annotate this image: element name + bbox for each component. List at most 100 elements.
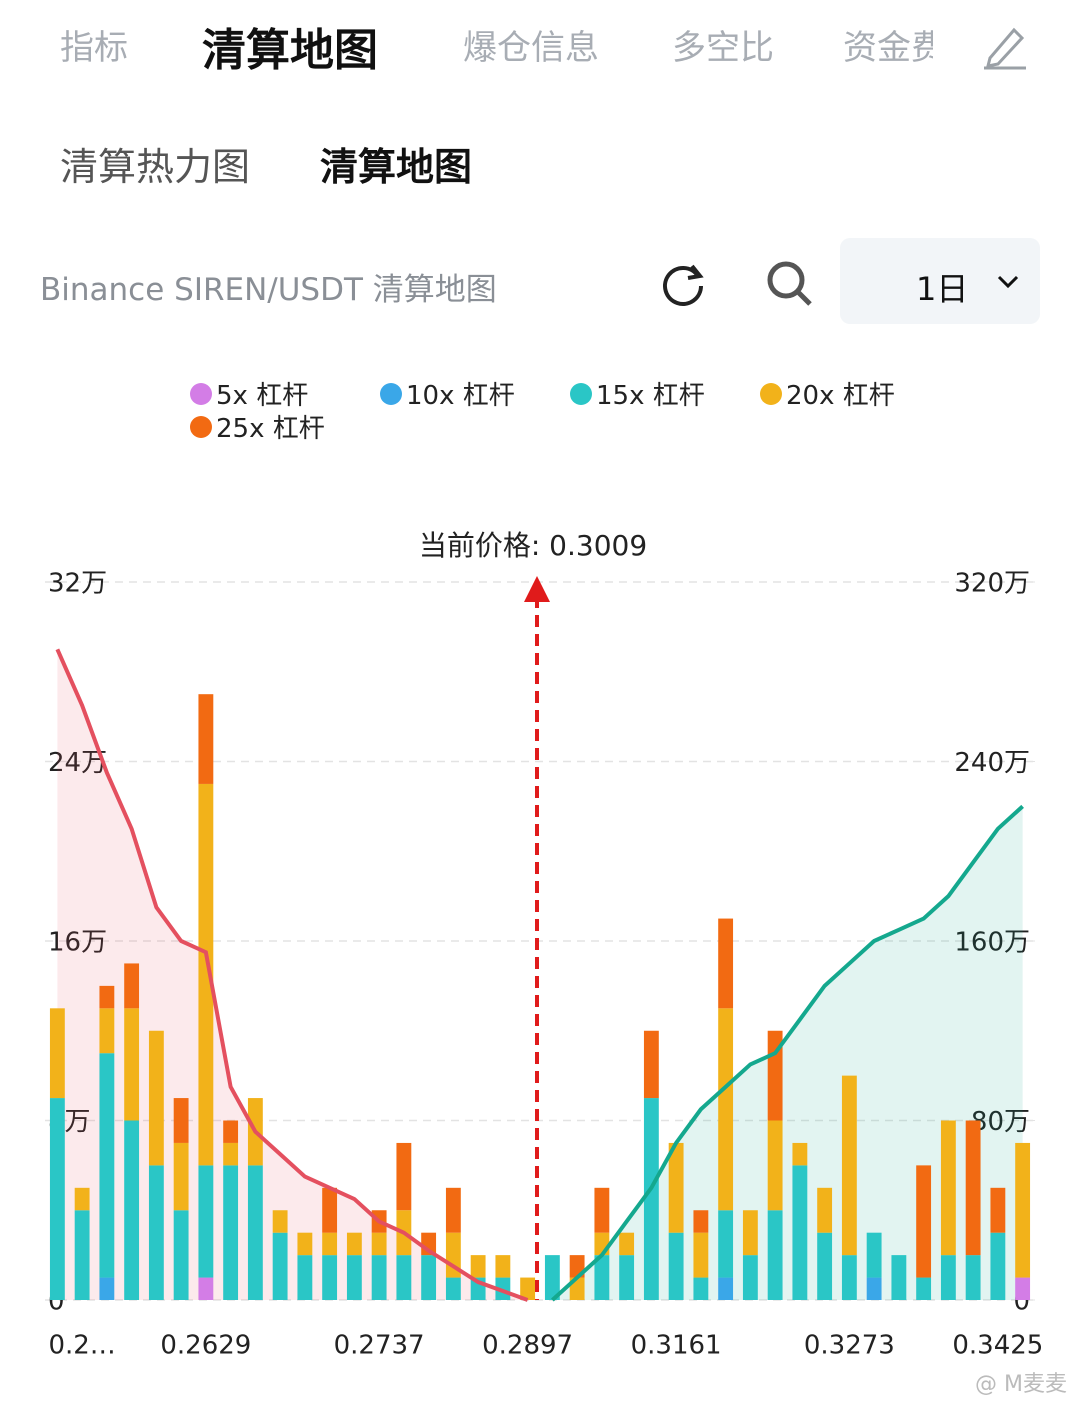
tab[interactable]: 爆仓信息 <box>463 28 599 68</box>
tab[interactable]: 多空比 <box>672 28 774 68</box>
legend-swatch <box>380 382 402 405</box>
legend-swatch <box>190 382 212 405</box>
refresh-icon[interactable] <box>658 258 708 308</box>
bar-segment <box>693 1277 709 1300</box>
bar-segment <box>148 1165 164 1300</box>
y-tick-label: 16万 <box>48 928 107 958</box>
x-tick-label: 0.3273 <box>804 1331 895 1361</box>
price-annotation: 当前价格: 0.3009 <box>419 529 647 562</box>
bar-segment <box>742 1255 758 1300</box>
legend-label: 20x 杠杆 <box>786 381 895 411</box>
bar-segment <box>247 1165 263 1300</box>
x-tick-label: 0.3425 <box>952 1331 1043 1361</box>
bar-segment <box>643 1098 659 1300</box>
bar-segment <box>198 1165 214 1278</box>
bar-segment <box>124 1008 140 1121</box>
bar-segment <box>866 1277 882 1300</box>
period-value: 1日 <box>916 270 969 308</box>
legend-item[interactable]: 5x 杠杆 <box>190 375 308 412</box>
bar-segment <box>198 694 214 784</box>
x-tick-label: 0.2897 <box>482 1331 573 1361</box>
bar-segment <box>297 1255 313 1300</box>
bar-segment <box>148 1030 164 1166</box>
tab[interactable]: 指标 <box>60 28 128 68</box>
bar-segment <box>619 1232 635 1256</box>
bar-segment <box>668 1232 684 1300</box>
bar-segment <box>1015 1142 1031 1278</box>
bar-segment <box>693 1232 709 1278</box>
bar-segment <box>99 1277 115 1300</box>
bar-segment <box>792 1142 808 1166</box>
bar-segment <box>198 783 214 1166</box>
bar-segment <box>223 1120 239 1143</box>
bar-segment <box>767 1120 783 1211</box>
legend-label: 25x 杠杆 <box>216 414 325 444</box>
bar-segment <box>495 1255 511 1278</box>
bar-segment <box>396 1255 412 1300</box>
bar-segment <box>173 1142 189 1211</box>
legend-item[interactable]: 15x 杠杆 <box>570 375 705 412</box>
period-select[interactable]: 1日 <box>840 238 1040 324</box>
bar-segment <box>198 1277 214 1300</box>
legend-label: 10x 杠杆 <box>406 381 515 411</box>
bar-segment <box>396 1142 412 1211</box>
bar-segment <box>940 1120 956 1256</box>
x-tick-label: 0.2629 <box>160 1331 251 1361</box>
legend-item[interactable]: 25x 杠杆 <box>190 408 325 445</box>
sub-tab[interactable]: 清算热力图 <box>60 145 251 189</box>
bar-segment <box>718 1008 734 1211</box>
bar-segment <box>322 1255 338 1300</box>
bar-segment <box>619 1255 635 1300</box>
bar-segment <box>742 1210 758 1256</box>
bar-segment <box>99 1008 115 1054</box>
bar-segment <box>594 1255 610 1300</box>
bar-segment <box>223 1165 239 1300</box>
cumulative-line <box>551 804 1024 1302</box>
y-tick-label: 24万 <box>48 748 107 778</box>
bar-segment <box>817 1187 833 1233</box>
bar-segment <box>718 918 734 1009</box>
bar-segment <box>668 1142 684 1233</box>
watermark: @ M麦麦 <box>975 1372 1067 1397</box>
tab[interactable]: 清算地图 <box>202 25 378 76</box>
bar-segment <box>693 1210 709 1233</box>
bar-segment <box>173 1210 189 1300</box>
bar-segment <box>916 1277 932 1300</box>
bar-segment <box>767 1210 783 1300</box>
legend-item[interactable]: 10x 杠杆 <box>380 375 515 412</box>
bar-segment <box>99 1053 115 1278</box>
bar-segment <box>990 1187 1006 1233</box>
bar-segment <box>544 1255 560 1300</box>
bar-segment <box>223 1142 239 1166</box>
bar-segment <box>718 1210 734 1278</box>
bar-segment <box>718 1277 734 1300</box>
bar-segment <box>841 1075 857 1256</box>
bar-segment <box>792 1165 808 1300</box>
bar-segment <box>643 1030 659 1099</box>
bar-segment <box>916 1165 932 1278</box>
legend-item[interactable]: 20x 杠杆 <box>760 375 895 412</box>
bar-segment <box>520 1277 536 1300</box>
bar-segment <box>173 1098 189 1143</box>
bar-segment <box>99 985 115 1009</box>
bar-segment <box>49 1098 65 1300</box>
bar-segment <box>470 1255 486 1278</box>
sub-tab[interactable]: 清算地图 <box>320 145 473 189</box>
bar-segment <box>866 1232 882 1278</box>
legend-swatch <box>190 415 212 438</box>
legend-label: 15x 杠杆 <box>596 381 705 411</box>
bar-segment <box>124 963 140 1009</box>
price-arrow <box>524 576 550 602</box>
bar-segment <box>965 1120 981 1256</box>
bar-segment <box>272 1232 288 1300</box>
search-icon[interactable] <box>764 258 814 308</box>
legend-label: 5x 杠杆 <box>216 381 309 411</box>
bar-segment <box>322 1187 338 1233</box>
bar-segment <box>371 1232 387 1256</box>
y2-tick-label: 160万 <box>954 928 1030 958</box>
edit-icon[interactable] <box>980 20 1030 70</box>
tab[interactable]: 资金费 <box>843 28 933 68</box>
legend-swatch <box>760 382 782 405</box>
bar-segment <box>421 1255 437 1300</box>
